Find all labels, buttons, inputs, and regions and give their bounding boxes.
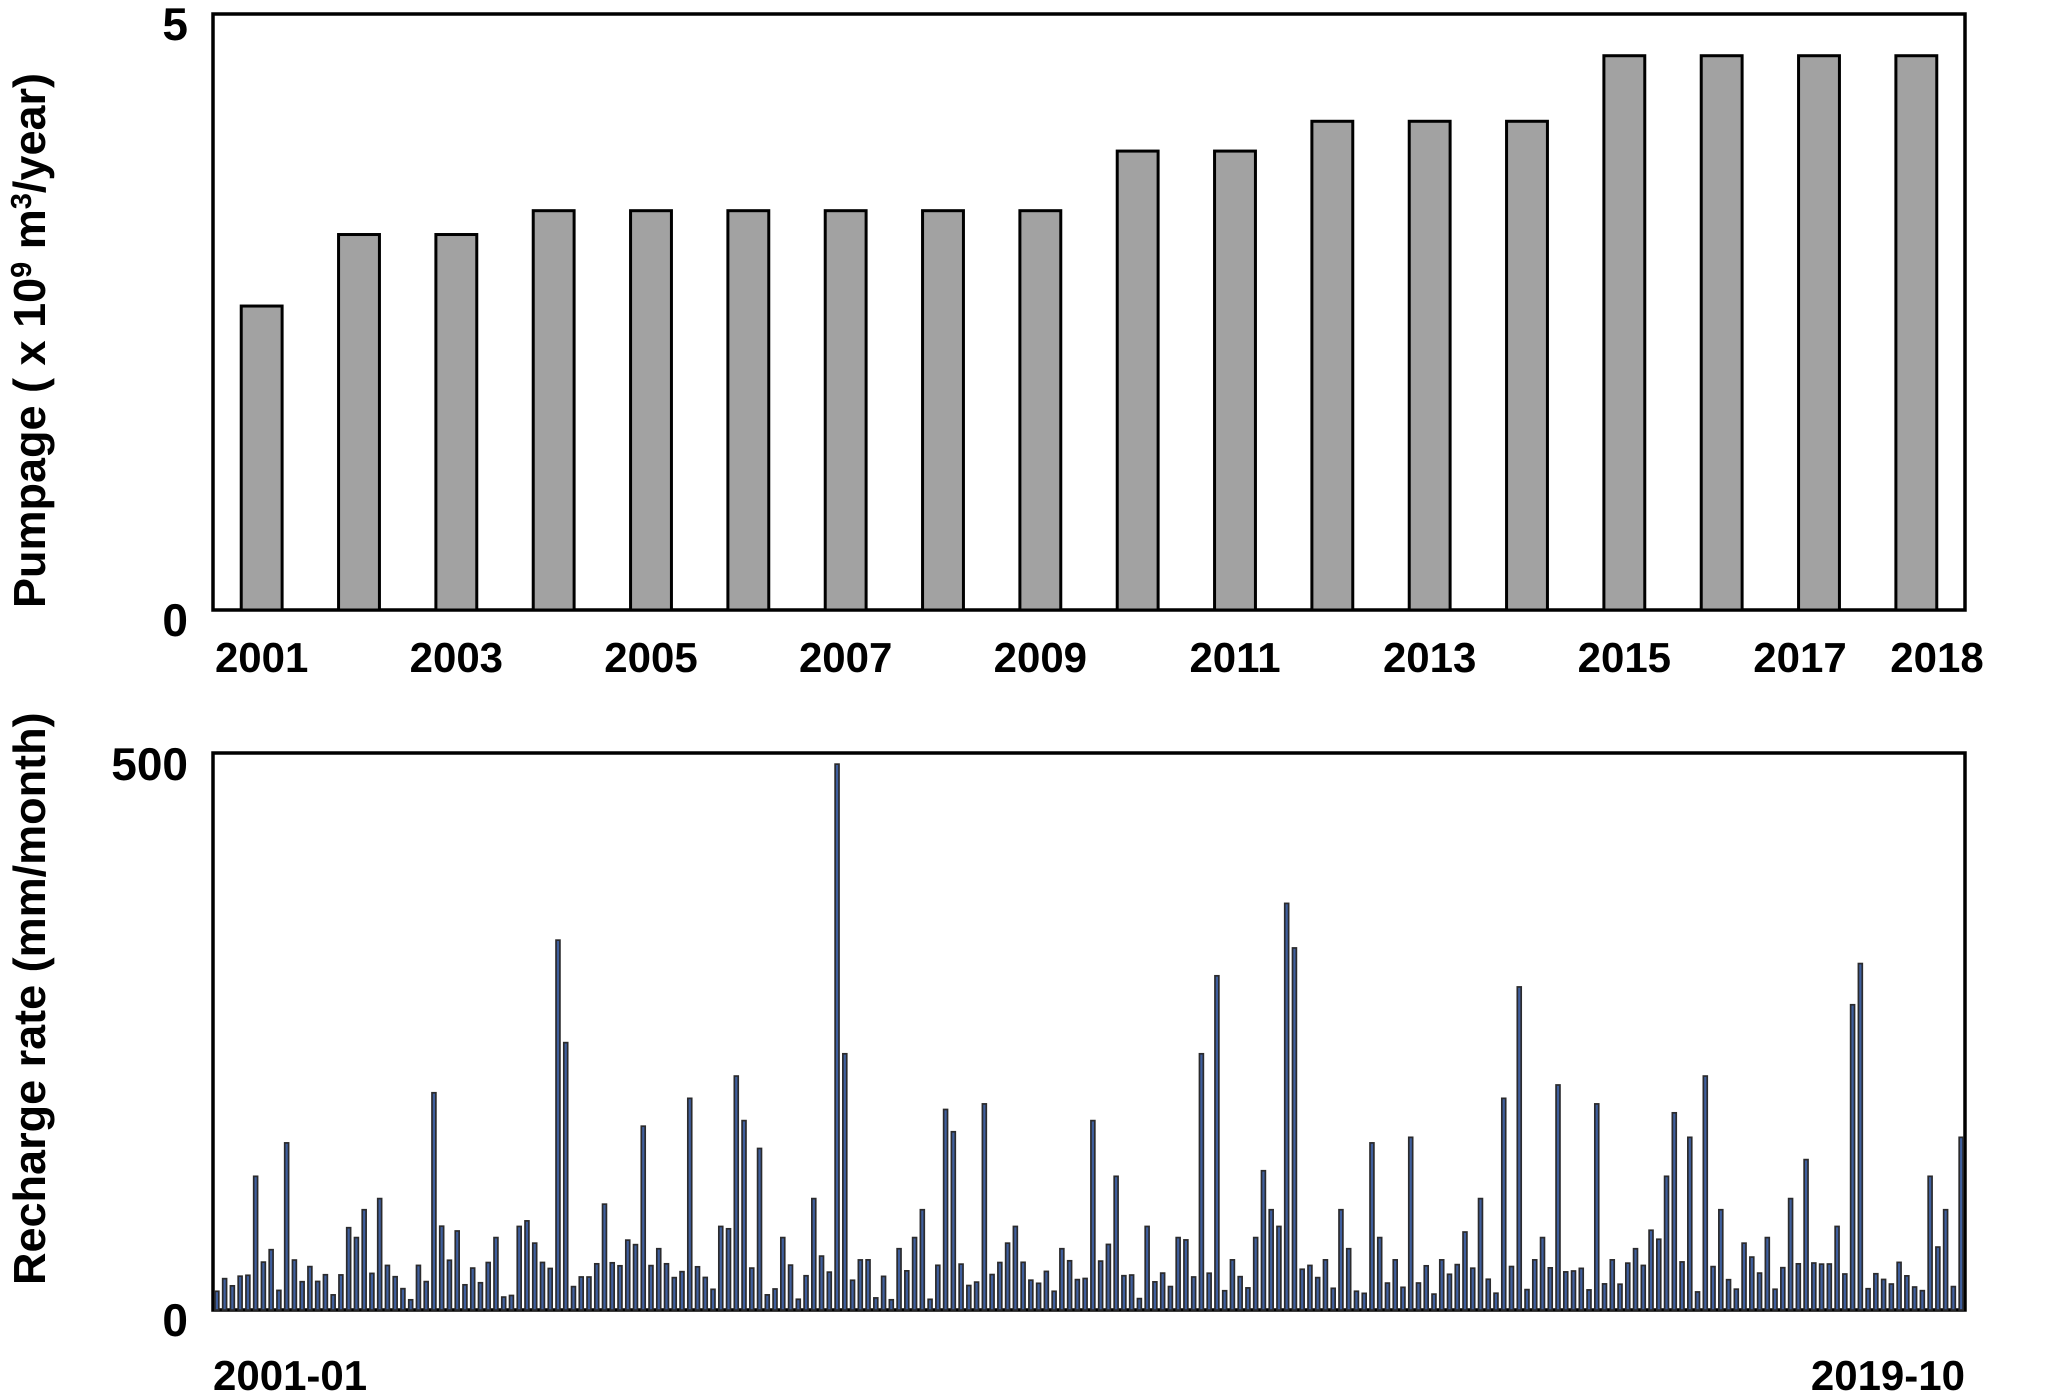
svg-text:2001-01: 2001-01 (213, 1352, 367, 1397)
svg-text:2003: 2003 (410, 634, 503, 681)
svg-text:2001: 2001 (215, 634, 308, 681)
svg-text:2015: 2015 (1578, 634, 1671, 681)
svg-text:2013: 2013 (1383, 634, 1476, 681)
svg-text:0: 0 (162, 594, 188, 646)
svg-text:2005: 2005 (604, 634, 697, 681)
svg-text:2007: 2007 (799, 634, 892, 681)
svg-text:2019-10: 2019-10 (1811, 1352, 1965, 1397)
svg-text:2018: 2018 (1890, 634, 1983, 681)
svg-text:2011: 2011 (1189, 634, 1280, 681)
svg-text:0: 0 (162, 1294, 188, 1346)
svg-text:500: 500 (111, 738, 188, 790)
svg-text:Pumpage ( x 109 m3/year): Pumpage ( x 109 m3/year) (4, 73, 55, 608)
svg-text:2017: 2017 (1753, 634, 1846, 681)
svg-text:5: 5 (162, 0, 188, 50)
svg-text:2009: 2009 (994, 634, 1087, 681)
svg-text:Recharge rate (mm/month): Recharge rate (mm/month) (4, 712, 55, 1285)
